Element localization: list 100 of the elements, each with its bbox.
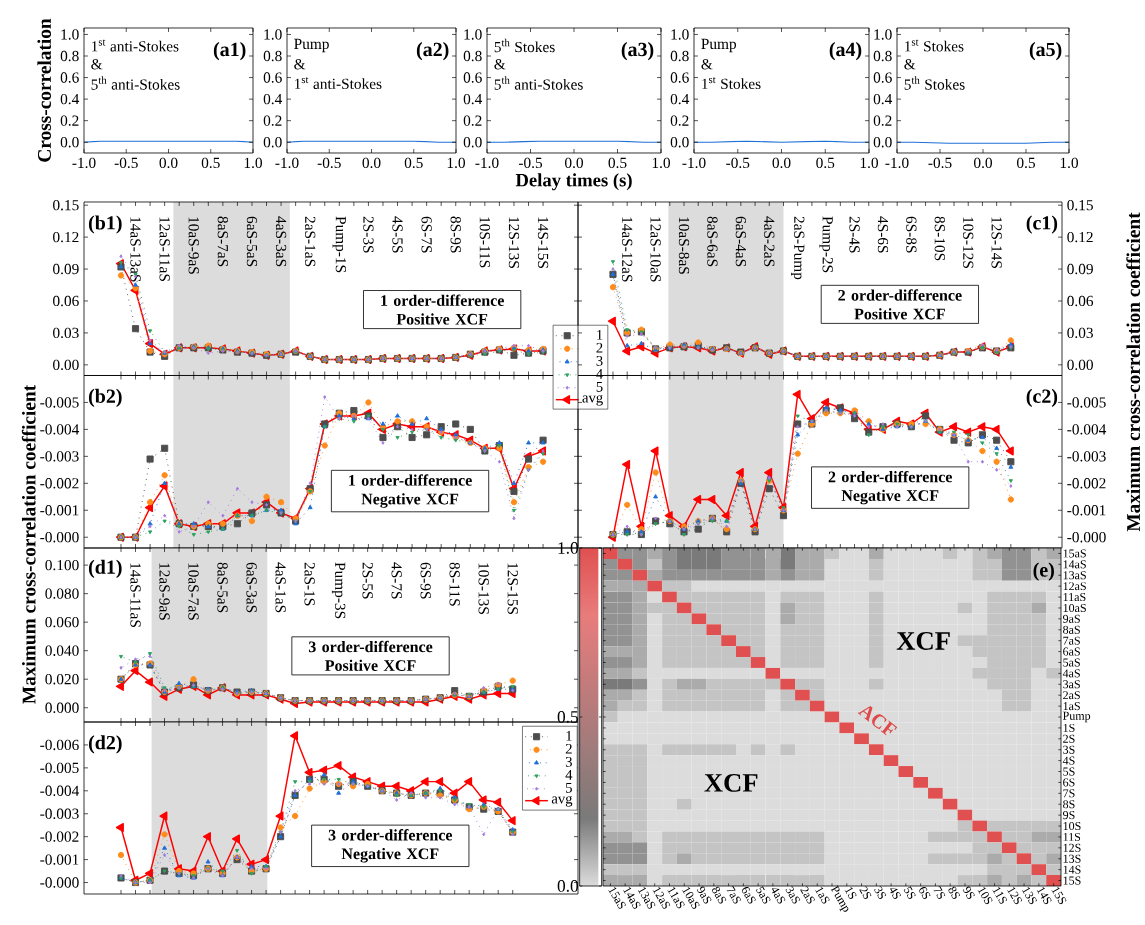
x-tick-label: 4S-7S bbox=[391, 562, 402, 599]
y-tick-label: 0.12 bbox=[53, 231, 79, 243]
y-tick-label: 1.0 bbox=[874, 29, 892, 40]
annotation: 3 order-difference Positive XCF bbox=[308, 640, 433, 671]
x-tick-label: 0.5 bbox=[816, 157, 835, 169]
annotation: (a3) bbox=[621, 42, 654, 61]
y-tick-label: -0.003 bbox=[1067, 451, 1106, 462]
x-tick-label: 6S-8S bbox=[906, 216, 917, 253]
x-tick-label: 10aS-9aS bbox=[188, 217, 199, 274]
annotation: & bbox=[294, 59, 306, 70]
x-tick-label: 2aS-1aS bbox=[305, 216, 316, 267]
y-tick-label: 9S bbox=[1062, 811, 1075, 820]
y-tick-label: 1.0 bbox=[264, 29, 282, 40]
x-tick-label: 1.0 bbox=[860, 157, 879, 169]
x-tick-label: Pump-1S bbox=[332, 216, 346, 273]
y-tick-label: Pump bbox=[1062, 711, 1091, 723]
legend-label: 5 bbox=[596, 381, 603, 392]
x-tick-label: 0.5 bbox=[404, 157, 423, 169]
legend-label: 4 bbox=[565, 770, 573, 780]
x-tick-label: 8S-10S bbox=[934, 216, 945, 261]
x-tick-label: 14aS-11aS bbox=[130, 563, 141, 627]
y-tick-label: 0.03 bbox=[53, 327, 79, 339]
x-tick-label: 8aS-5aS bbox=[217, 562, 228, 613]
x-tick-label: Pump-3S bbox=[331, 562, 346, 619]
x-tick-label: 6aS bbox=[741, 887, 756, 904]
y-tick-label: 0.8 bbox=[873, 50, 892, 62]
y-tick-label: -0.004 bbox=[1067, 424, 1107, 435]
x-tick-label: 9S bbox=[962, 886, 975, 899]
x-tick-label: 7S bbox=[933, 886, 946, 899]
y-tick-label: 0.6 bbox=[670, 72, 689, 83]
annotation: 5$^{th}$ Stokes bbox=[904, 76, 965, 90]
y-tick-label: 8aS bbox=[1063, 625, 1080, 634]
y-tick-label: 13S bbox=[1063, 854, 1081, 863]
annotation: (b1) bbox=[88, 215, 122, 234]
x-tick-label: 14aS-13aS bbox=[130, 217, 141, 282]
legend-label: 2 bbox=[596, 342, 603, 353]
y-tick-label: 0.4 bbox=[263, 93, 283, 105]
y-tick-label: 12S bbox=[1063, 843, 1081, 852]
annotation: 5$^{th}$ anti-Stokes bbox=[494, 76, 583, 90]
y-tick-label: -0.005 bbox=[40, 397, 79, 408]
x-tick-label: 4S bbox=[890, 888, 901, 899]
y-tick-label: 5S bbox=[1063, 767, 1075, 776]
x-tick-label: 7aS bbox=[726, 886, 742, 904]
annotation: 1$^{st}$ anti-Stokes bbox=[295, 76, 382, 89]
annotation: & bbox=[701, 59, 713, 70]
x-tick-label: -1.0 bbox=[475, 157, 499, 169]
x-tick-label: 0.5 bbox=[1017, 157, 1035, 169]
y-tick-label: 0.8 bbox=[60, 50, 79, 62]
x-tick-label: 5S bbox=[903, 886, 916, 899]
annotation: (a2) bbox=[416, 42, 449, 61]
x-tick-label: 6S bbox=[919, 887, 931, 899]
annotation: 1 order-difference Negative XCF bbox=[349, 474, 472, 508]
y-tick-label: 1aS bbox=[1063, 702, 1080, 711]
x-tick-label: 2S bbox=[859, 886, 872, 899]
x-tick-label: 8S-9S bbox=[450, 216, 461, 253]
y-tick-label: -0.000 bbox=[1067, 532, 1106, 543]
annotation: 5$^{th}$ Stokes bbox=[494, 38, 555, 53]
y-tick-label: 0.15 bbox=[1067, 200, 1093, 211]
y-tick-label: -0.002 bbox=[1067, 478, 1106, 489]
y-tick-label: -0.000 bbox=[40, 877, 79, 888]
y-tick-label: -0.005 bbox=[40, 762, 79, 774]
x-tick-label: 14S bbox=[1036, 886, 1052, 905]
x-tick-label: 1.0 bbox=[447, 157, 466, 169]
y-tick-label: 0.6 bbox=[873, 72, 892, 83]
x-tick-label: 6aS-4aS bbox=[735, 216, 746, 267]
x-tick-label: 0.0 bbox=[362, 157, 381, 169]
annotation: (d2) bbox=[88, 735, 122, 754]
y-tick-label: -0.004 bbox=[40, 785, 80, 796]
color-bar-label: 0.5 bbox=[557, 711, 579, 723]
x-tick-label: 10S-12S bbox=[963, 217, 974, 268]
y-tick-label: 6aS bbox=[1063, 647, 1080, 656]
y-tick-label: 1S bbox=[1063, 723, 1075, 732]
x-tick-label: -0.5 bbox=[726, 157, 750, 169]
legend-label: 5 bbox=[566, 782, 572, 793]
x-tick-label: 8aS-7aS bbox=[217, 216, 229, 267]
x-tick-label: 12aS-10aS bbox=[650, 217, 661, 282]
x-tick-label: 12S-14S bbox=[991, 217, 1002, 268]
y-tick-label: 3aS bbox=[1063, 680, 1080, 689]
x-tick-label: -0.5 bbox=[114, 157, 138, 169]
x-axis-title: Delay times (s) bbox=[515, 173, 632, 191]
annotation: XCF bbox=[896, 632, 950, 650]
y-tick-label: 15aS bbox=[1063, 549, 1086, 558]
y-tick-label: 0.6 bbox=[263, 72, 282, 83]
y-tick-label: -0.002 bbox=[40, 478, 79, 489]
y-tick-label: 0.4 bbox=[60, 93, 80, 105]
x-tick-label: 4S-6S bbox=[877, 216, 889, 253]
y-tick-label: 11S bbox=[1063, 832, 1081, 841]
x-tick-label: 10aS-7aS bbox=[188, 563, 199, 620]
x-tick-label: -1.0 bbox=[885, 157, 909, 169]
text: (c1) bbox=[1026, 215, 1058, 234]
y-axis-title: Maximum cross-correlation coefficient bbox=[21, 384, 36, 704]
x-tick-label: 4S-5S bbox=[392, 216, 403, 253]
y-tick-label: 0.06 bbox=[1067, 295, 1094, 307]
y-tick-label: 0.15 bbox=[53, 199, 79, 211]
x-tick-label: 6S-9S bbox=[420, 562, 431, 599]
y-tick-label: 0.2 bbox=[60, 115, 79, 126]
y-tick-label: 0.06 bbox=[53, 295, 79, 307]
x-tick-label: 8aS-6aS bbox=[707, 216, 718, 267]
legend-label: 3 bbox=[565, 756, 572, 767]
y-tick-label: -0.001 bbox=[40, 505, 79, 516]
